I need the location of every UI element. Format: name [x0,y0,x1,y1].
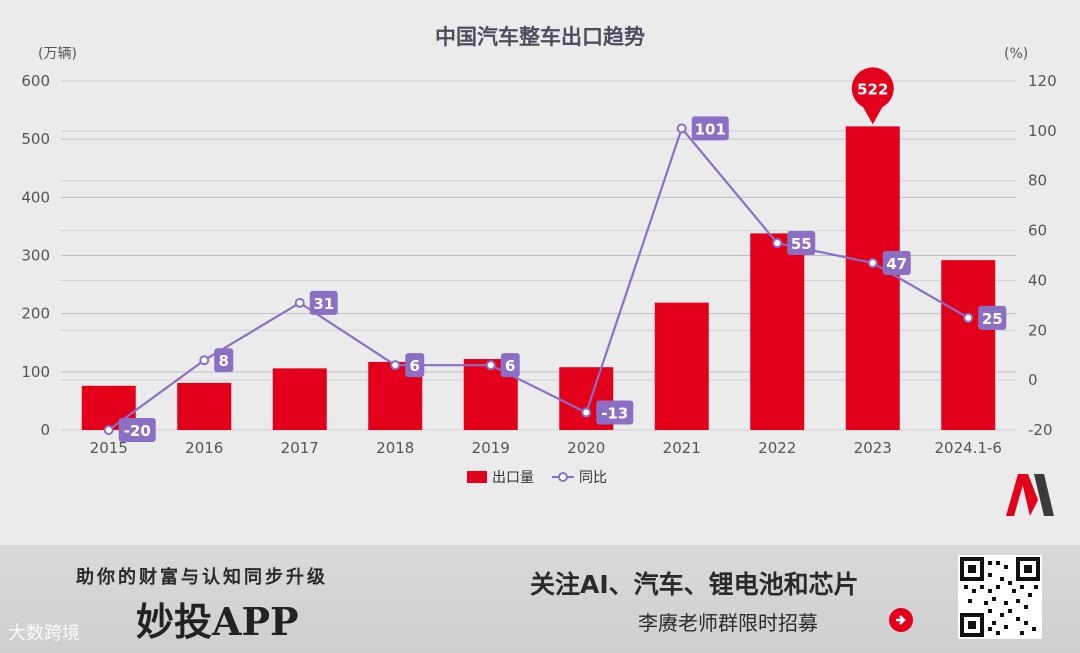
x-tick-label: 2015 [90,439,128,457]
promo-banner[interactable]: 助你的财富与认知同步升级 妙投APP 大数跨境 关注AI、汽车、锂电池和芯片 李… [0,545,1080,653]
watermark-text: 大数跨境 [8,623,80,644]
legend-swatch-bar [467,471,487,483]
right-tick-label: 60 [1028,222,1047,240]
data-label-box [882,250,911,275]
highlight-pin [851,67,894,110]
bar-series [81,126,996,431]
x-axis-ticks: 2015 2016 2017 2018 2019 2020 2021 2022 2023 2024… [90,439,1002,457]
data-label-box [978,305,1007,330]
left-tick-label: 200 [21,305,50,323]
bar [654,302,709,430]
right-tick-label: 40 [1028,271,1047,289]
line-point [294,297,305,308]
left-tick-label: 100 [21,363,50,381]
legend-label-bar: 出口量 [492,470,534,486]
data-label: 31 [313,295,334,313]
right-tick-label: 20 [1028,321,1047,339]
data-label: 8 [219,352,229,370]
x-tick-label: 2024.1-6 [935,439,1002,457]
x-tick-label: 2020 [567,439,605,457]
line-point [867,257,878,268]
data-label-box [214,348,234,373]
highlight-marker: 522 [851,67,894,125]
bar [845,126,900,431]
banner-headline: 关注AI、汽车、锂电池和芯片 [530,570,859,599]
left-axis-unit: (万辆) [38,46,77,62]
x-tick-label: 2021 [663,439,701,457]
x-tick-label: 2019 [472,439,510,457]
right-tick-label: 100 [1028,122,1057,140]
data-label-box [405,353,425,378]
data-label: -13 [601,405,628,423]
data-label: 6 [505,357,515,375]
legend-label-line: 同比 [579,470,607,486]
arrow-right-circle-icon[interactable] [889,608,913,632]
right-tick-label: -20 [1028,421,1053,439]
legend: 出口量 同比 [467,470,607,486]
highlight-label: 522 [857,80,888,98]
left-tick-label: 500 [21,130,50,148]
legend-swatch-marker [558,472,568,482]
line-point [199,355,210,366]
data-label: 101 [695,120,726,138]
bar [272,368,327,430]
banner-brand: 妙投APP [136,599,299,644]
x-tick-label: 2023 [854,439,892,457]
line-point [676,123,687,134]
banner-subline: 李赓老师群限时招募 [638,611,818,635]
data-label: 55 [791,235,812,253]
bar [750,233,805,430]
right-axis-ticks: -20 0 20 40 60 80 100 120 [1028,72,1057,439]
line-point [772,238,783,249]
left-tick-label: 300 [21,247,50,265]
line-point [390,360,401,371]
left-tick-label: 0 [40,421,50,439]
x-tick-label: 2018 [376,439,414,457]
line-point [963,312,974,323]
right-tick-label: 120 [1028,72,1057,90]
chart-area: 中国汽车整车出口趋势 (万辆) (%) 0 100 200 300 400 500 600 … [21,25,1057,516]
x-tick-label: 2016 [185,439,223,457]
data-label: -20 [124,422,151,440]
left-axis-ticks: 0 100 200 300 400 500 600 [21,72,50,439]
highlight-pin-tail [862,106,883,125]
line-point [103,425,114,435]
data-label-box [596,400,634,425]
right-tick-label: 80 [1028,172,1047,190]
left-tick-label: 400 [21,188,50,206]
qr-code-icon[interactable] [958,555,1042,639]
chart-title: 中国汽车整车出口趋势 [435,25,645,49]
line-point [485,360,496,371]
data-label-box [309,290,338,315]
line-point [581,407,592,418]
chart: 中国汽车整车出口趋势 (万辆) (%) 0100200300400500600 … [21,25,1057,486]
m-logo-icon [1006,474,1054,516]
data-label: 47 [886,255,907,273]
data-label: 25 [982,310,1003,328]
banner-tagline: 助你的财富与认知同步升级 [76,567,328,588]
line-path [108,126,969,431]
right-axis-unit: (%) [1004,46,1028,62]
data-label-box [787,231,816,256]
bar [177,382,232,430]
x-tick-label: 2022 [758,439,796,457]
x-tick-label: 2017 [281,439,319,457]
data-label-box [691,116,729,141]
data-label-box [118,418,156,442]
data-label-box [500,353,520,378]
left-tick-label: 600 [21,72,50,90]
bar [941,260,996,430]
line-series: -20 8 31 6 6 -13 101 55 47 25 [103,116,1007,442]
data-label: 6 [410,357,420,375]
right-tick-label: 0 [1028,371,1038,389]
